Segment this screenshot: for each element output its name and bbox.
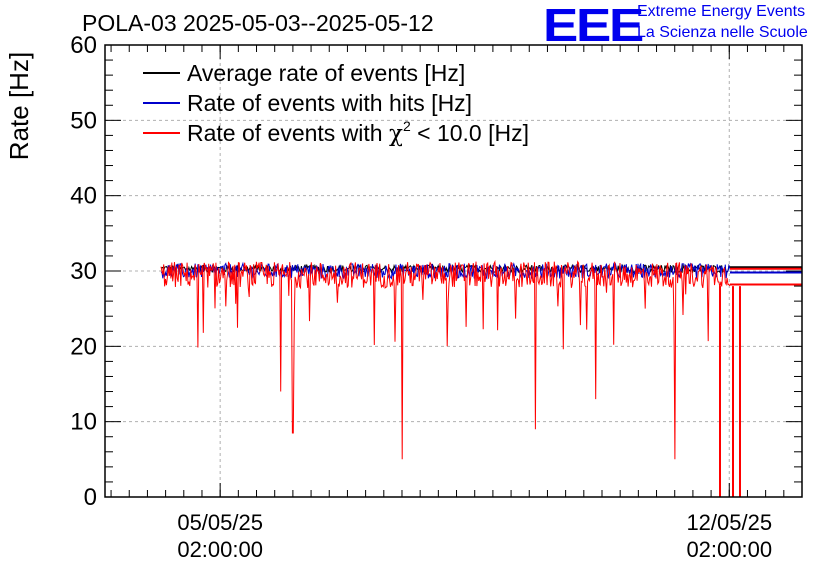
legend-label: Rate of events with χ2 < 10.0 [Hz]	[187, 118, 529, 147]
series-chi2-line	[160, 259, 731, 460]
legend-label: Rate of events with hits [Hz]	[187, 90, 472, 116]
y-tick-label: 50	[70, 107, 97, 134]
legend: Average rate of events [Hz] Rate of event…	[143, 60, 529, 147]
chart-title: POLA-03 2025-05-03--2025-05-12	[82, 10, 434, 36]
brand-line-2: La Scienza nelle Scuole	[637, 24, 808, 41]
axis-ticks	[105, 44, 802, 498]
eee-logo: EEE	[543, 0, 644, 51]
x-tick-time: 02:00:00	[177, 537, 263, 562]
x-tick-time: 02:00:00	[686, 537, 772, 562]
y-tick-label: 0	[84, 484, 97, 511]
brand-line-1: Extreme Energy Events	[637, 3, 806, 20]
y-tick-label: 10	[70, 409, 97, 436]
y-tick-labels: 0 10 20 30 40 50 60	[70, 32, 97, 511]
y-tick-label: 20	[70, 333, 97, 360]
y-tick-label: 60	[70, 32, 97, 59]
y-tick-label: 30	[70, 258, 97, 285]
y-axis-label: Rate [Hz]	[4, 52, 34, 160]
legend-label: Average rate of events [Hz]	[187, 60, 465, 86]
x-tick-date: 12/05/25	[686, 510, 772, 535]
series-layer	[160, 259, 802, 497]
x-tick-date: 05/05/25	[177, 510, 263, 535]
y-tick-label: 40	[70, 183, 97, 210]
